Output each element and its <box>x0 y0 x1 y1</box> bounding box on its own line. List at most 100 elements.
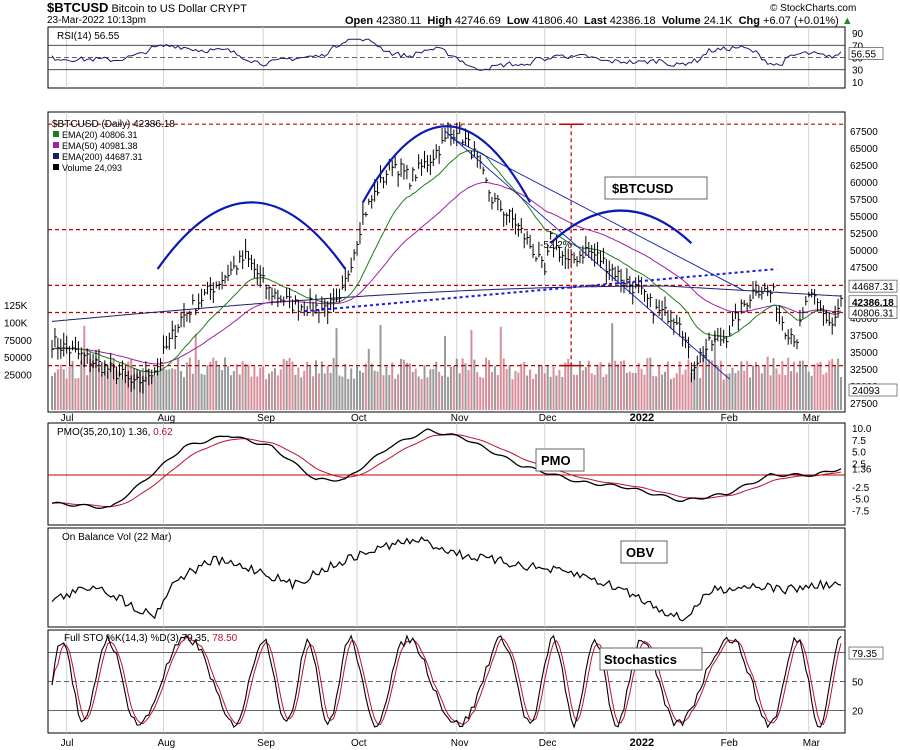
volume-bar <box>385 366 388 410</box>
volume-bar <box>696 363 699 410</box>
volume-bar <box>265 379 268 410</box>
volume-bar <box>573 374 576 410</box>
head-arc <box>361 125 532 203</box>
volume-bar <box>810 375 813 410</box>
x-tick-label: Feb <box>721 413 739 424</box>
price-value-label: 42386.18 <box>852 298 894 309</box>
volume-bar <box>781 361 784 410</box>
up-arrow-icon: ▲ <box>841 15 853 27</box>
high-value: 42746.69 <box>454 15 501 27</box>
volume-tick-label: 125K <box>4 301 28 312</box>
volume-bar <box>106 371 109 410</box>
volume-bar <box>631 372 634 410</box>
volume-bar <box>681 374 684 410</box>
volume-bar <box>282 358 285 410</box>
volume-bar <box>620 361 623 410</box>
x-tick-label: Jul <box>61 413 74 424</box>
sto-k-line <box>51 634 842 729</box>
pmo-label: PMO(35,20,10) 1.36, 0.62 <box>57 427 173 438</box>
copyright: © StockCharts.com <box>770 3 857 14</box>
x-tick-label: Mar <box>803 413 821 424</box>
rsi-last-box <box>848 47 884 60</box>
rsi-line <box>51 38 842 71</box>
symbol-name: Bitcoin to US Dollar <box>111 3 207 15</box>
volume-bar <box>664 371 667 410</box>
volume-bar <box>558 369 561 410</box>
x-tick-label: 2022 <box>630 737 654 749</box>
price-tick-label: 32500 <box>850 365 878 376</box>
volume-bar <box>338 375 341 410</box>
volume-bar <box>329 372 332 410</box>
volume-bar <box>256 376 259 410</box>
volume-bar <box>247 364 250 410</box>
volume-bar <box>71 360 74 410</box>
volume-bar <box>162 366 165 410</box>
volume-bar <box>429 369 432 410</box>
volume-bar <box>576 374 579 410</box>
volume-bar <box>361 372 364 410</box>
volume-bar <box>414 368 417 410</box>
volume-bar <box>473 359 476 410</box>
volume-bar <box>587 360 590 410</box>
volume-bar <box>514 370 517 410</box>
volume-bar <box>121 378 124 410</box>
trendline-down-2 <box>450 137 745 292</box>
volume-bar <box>517 372 520 410</box>
volume-bar <box>666 361 669 410</box>
price-value-label: 44687.31 <box>852 282 894 293</box>
volume-bar <box>625 372 628 410</box>
volume-bar <box>323 373 326 410</box>
volume-bar <box>74 378 77 410</box>
legend-item: EMA(20) 40806.31 <box>62 130 138 140</box>
volume-bar <box>235 364 238 410</box>
last-value: 42386.18 <box>609 15 656 27</box>
price-tick-label: 60000 <box>850 178 878 189</box>
volume-bar <box>511 379 514 410</box>
x-tick-label: Nov <box>451 738 469 749</box>
volume-bar <box>461 358 464 410</box>
volume-bar <box>731 367 734 410</box>
volume-bar <box>590 373 593 410</box>
volume-bar <box>244 363 247 410</box>
volume-bar <box>394 378 397 410</box>
ohlc-row: Open 42380.11 High 42746.69 Low 41806.40… <box>345 15 853 27</box>
pmo-tick-label: 5.0 <box>852 448 866 459</box>
volume-bar <box>367 348 370 410</box>
volume-bar <box>65 378 68 410</box>
volume-bar <box>364 363 367 410</box>
volume-bar <box>382 375 385 410</box>
x-tick-label: Oct <box>351 738 367 749</box>
volume-bar <box>617 364 620 410</box>
volume-bar <box>109 361 112 410</box>
obv-title: OBV <box>626 545 655 560</box>
volume-bar <box>194 333 197 410</box>
volume-bar <box>147 368 150 410</box>
ema20-line <box>51 149 842 373</box>
ema200-line <box>51 285 842 322</box>
volume-bar <box>77 378 80 410</box>
price-tick-label: 35000 <box>850 348 878 359</box>
sto-panel <box>47 629 846 734</box>
symbol-title: $BTCUSD Bitcoin to US Dollar CRYPT <box>47 0 247 15</box>
volume-bar <box>834 365 837 410</box>
legend-swatch <box>53 164 59 170</box>
volume-bar <box>526 375 529 410</box>
volume-bar <box>379 325 382 410</box>
volume-tick-label: 75000 <box>4 336 32 347</box>
volume-bar <box>300 377 303 410</box>
x-tick-label: Oct <box>351 413 367 424</box>
volume-bar <box>51 375 53 410</box>
volume-bar <box>476 372 479 410</box>
volume-bar <box>464 363 467 410</box>
price-tick-label: 27500 <box>850 399 878 410</box>
volume-bar <box>259 367 262 410</box>
volume-bar <box>276 375 279 410</box>
volume-bar <box>479 376 482 410</box>
volume-bar <box>83 325 86 410</box>
volume-bar <box>309 366 312 410</box>
volume-bar <box>168 369 171 410</box>
volume-bar <box>611 323 614 410</box>
volume-bar <box>314 360 317 410</box>
volume-bar <box>218 365 221 410</box>
rsi-label: RSI(14) 56.55 <box>57 31 120 42</box>
